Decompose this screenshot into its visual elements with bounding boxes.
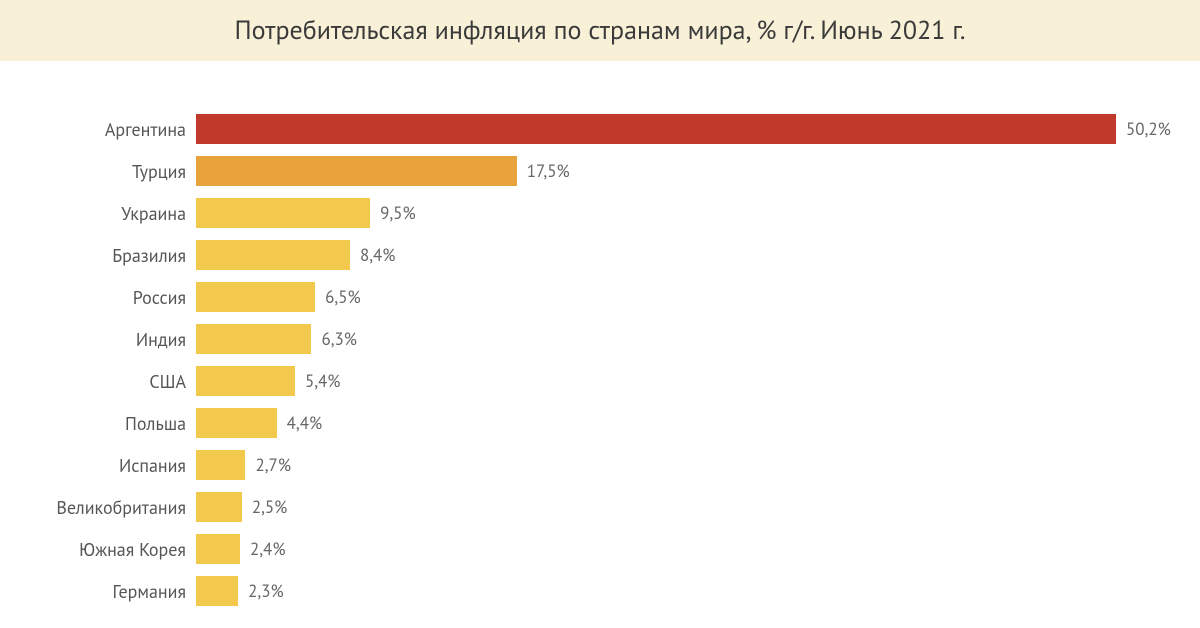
bar xyxy=(196,282,315,312)
category-label: Турция xyxy=(0,160,196,183)
chart-title: Потребительская инфляция по странам мира… xyxy=(234,14,965,47)
chart-row: Южная Корея 2,4% xyxy=(0,531,1170,567)
bar-wrap: 6,5% xyxy=(196,282,1170,312)
category-label: Украина xyxy=(0,202,196,225)
value-label: 2,4% xyxy=(240,538,286,560)
bar xyxy=(196,450,245,480)
bar-wrap: 50,2% xyxy=(196,114,1171,144)
chart-row: Россия 6,5% xyxy=(0,279,1170,315)
value-label: 5,4% xyxy=(295,370,341,392)
bar xyxy=(196,198,370,228)
bar-wrap: 2,5% xyxy=(196,492,1170,522)
bar xyxy=(196,534,240,564)
value-label: 8,4% xyxy=(350,244,396,266)
value-label: 50,2% xyxy=(1116,118,1171,140)
category-label: Россия xyxy=(0,286,196,309)
category-label: Испания xyxy=(0,454,196,477)
bar-wrap: 5,4% xyxy=(196,366,1170,396)
chart-row: Украина 9,5% xyxy=(0,195,1170,231)
category-label: Великобритания xyxy=(0,496,196,519)
title-band: Потребительская инфляция по странам мира… xyxy=(0,0,1200,61)
value-label: 2,7% xyxy=(245,454,291,476)
chart-area: Аргентина 50,2% Турция 17,5% Украина 9,5% Браз… xyxy=(0,61,1200,609)
bar-wrap: 2,7% xyxy=(196,450,1170,480)
bar xyxy=(196,408,277,438)
chart-row: Германия 2,3% xyxy=(0,573,1170,609)
bar-wrap: 4,4% xyxy=(196,408,1170,438)
chart-row: Польша 4,4% xyxy=(0,405,1170,441)
bar-wrap: 2,3% xyxy=(196,576,1170,606)
category-label: Бразилия xyxy=(0,244,196,267)
value-label: 2,5% xyxy=(242,496,288,518)
chart-row: Бразилия 8,4% xyxy=(0,237,1170,273)
bar-wrap: 2,4% xyxy=(196,534,1170,564)
bar-wrap: 9,5% xyxy=(196,198,1170,228)
bar xyxy=(196,492,242,522)
value-label: 4,4% xyxy=(277,412,323,434)
chart-row: Великобритания 2,5% xyxy=(0,489,1170,525)
value-label: 9,5% xyxy=(370,202,416,224)
category-label: Аргентина xyxy=(0,118,196,141)
category-label: Индия xyxy=(0,328,196,351)
bar-wrap: 6,3% xyxy=(196,324,1170,354)
bar xyxy=(196,114,1116,144)
bar-wrap: 17,5% xyxy=(196,156,1170,186)
chart-row: Турция 17,5% xyxy=(0,153,1170,189)
value-label: 6,5% xyxy=(315,286,361,308)
chart-row: Испания 2,7% xyxy=(0,447,1170,483)
chart-row: Индия 6,3% xyxy=(0,321,1170,357)
bar xyxy=(196,324,311,354)
value-label: 17,5% xyxy=(517,160,570,182)
bar xyxy=(196,576,238,606)
category-label: Южная Корея xyxy=(0,538,196,561)
bar xyxy=(196,156,517,186)
category-label: Польша xyxy=(0,412,196,435)
bar xyxy=(196,240,350,270)
value-label: 6,3% xyxy=(311,328,357,350)
value-label: 2,3% xyxy=(238,580,284,602)
category-label: Германия xyxy=(0,580,196,603)
bar xyxy=(196,366,295,396)
chart-row: США 5,4% xyxy=(0,363,1170,399)
chart-row: Аргентина 50,2% xyxy=(0,111,1170,147)
bar-wrap: 8,4% xyxy=(196,240,1170,270)
category-label: США xyxy=(0,370,196,393)
